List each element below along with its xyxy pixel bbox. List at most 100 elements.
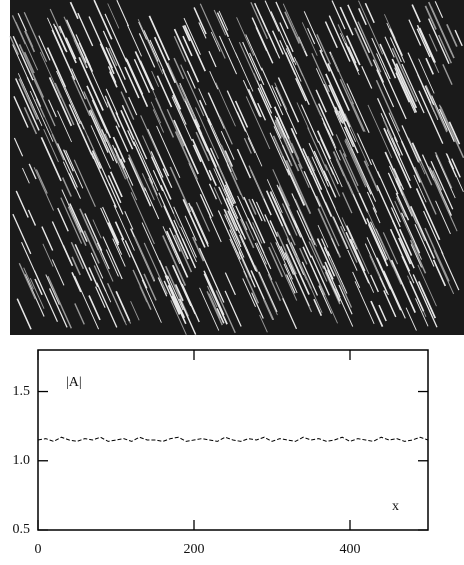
- streak: [259, 83, 272, 109]
- streak: [247, 137, 256, 154]
- streak: [224, 184, 235, 205]
- streak: [132, 269, 152, 310]
- streak: [269, 220, 279, 237]
- streak: [128, 96, 138, 116]
- streak: [358, 192, 369, 213]
- streak: [150, 156, 172, 200]
- streak: [182, 25, 191, 42]
- streak: [157, 277, 168, 297]
- streak: [251, 292, 264, 319]
- streak: [86, 85, 112, 139]
- streak: [165, 265, 189, 317]
- streak: [247, 218, 272, 270]
- streak: [89, 109, 115, 162]
- streak: [167, 275, 184, 311]
- streak: [33, 270, 59, 322]
- streak: [193, 7, 207, 35]
- streak: [235, 205, 248, 231]
- streak: [275, 242, 293, 280]
- streak: [45, 274, 60, 305]
- streak: [105, 249, 119, 277]
- streak: [428, 33, 438, 52]
- streak: [434, 151, 453, 189]
- streak: [27, 209, 37, 226]
- streak: [184, 215, 197, 241]
- streak: [199, 3, 220, 47]
- streak: [195, 131, 210, 162]
- streak: [339, 78, 365, 132]
- streak: [315, 89, 327, 113]
- streak: [48, 99, 57, 118]
- streak: [107, 175, 122, 204]
- streak: [84, 57, 109, 108]
- streak: [326, 190, 346, 232]
- x-tick-label: 0: [35, 542, 42, 557]
- streak: [167, 284, 187, 325]
- streak: [107, 222, 120, 246]
- streak: [446, 23, 458, 47]
- streak: [344, 42, 360, 72]
- streak: [327, 129, 336, 146]
- streak: [345, 231, 370, 284]
- streak: [155, 97, 175, 138]
- streak: [254, 242, 273, 281]
- streak: [386, 22, 405, 63]
- streak: [90, 152, 117, 208]
- streak: [137, 19, 164, 75]
- streak: [323, 122, 341, 161]
- streak: [141, 173, 155, 201]
- streak: [389, 165, 413, 217]
- streak: [115, 290, 131, 322]
- streak: [243, 196, 266, 244]
- streak: [424, 227, 450, 282]
- streak: [210, 31, 221, 52]
- streak: [273, 106, 290, 139]
- streak: [69, 1, 79, 20]
- streak: [311, 52, 330, 93]
- streak: [26, 77, 42, 108]
- streak: [227, 210, 238, 232]
- streak: [47, 275, 73, 329]
- streak: [255, 26, 268, 52]
- streak: [173, 35, 187, 62]
- streak: [13, 96, 29, 128]
- streak: [366, 218, 387, 262]
- streak: [271, 30, 284, 55]
- streak: [418, 90, 444, 144]
- streak: [393, 168, 405, 190]
- streak: [331, 0, 346, 30]
- streak: [428, 166, 449, 211]
- streak: [70, 241, 84, 270]
- streak: [173, 234, 193, 273]
- x-tick-label: 200: [184, 542, 205, 557]
- streak: [249, 52, 265, 86]
- streak: [203, 273, 228, 325]
- streak: [395, 63, 418, 109]
- streak: [366, 191, 378, 213]
- streak: [425, 84, 448, 133]
- streak: [401, 255, 415, 284]
- streak: [384, 36, 395, 58]
- streak: [65, 150, 84, 189]
- streak: [48, 77, 73, 127]
- streak: [163, 280, 181, 315]
- streak: [93, 0, 113, 40]
- streak: [282, 155, 306, 206]
- streak: [250, 2, 268, 40]
- streak: [133, 236, 156, 281]
- streak: [142, 30, 159, 63]
- streak: [369, 221, 389, 260]
- streak: [112, 238, 126, 267]
- streak: [218, 35, 238, 75]
- streak: [134, 138, 159, 191]
- streak: [164, 74, 182, 110]
- streak: [322, 265, 341, 302]
- streak: [413, 174, 427, 203]
- streak: [24, 274, 45, 317]
- streak: [442, 64, 453, 85]
- streak: [254, 265, 278, 316]
- streak: [51, 29, 76, 81]
- streak: [22, 167, 30, 184]
- streak: [180, 226, 197, 263]
- streak: [275, 86, 298, 135]
